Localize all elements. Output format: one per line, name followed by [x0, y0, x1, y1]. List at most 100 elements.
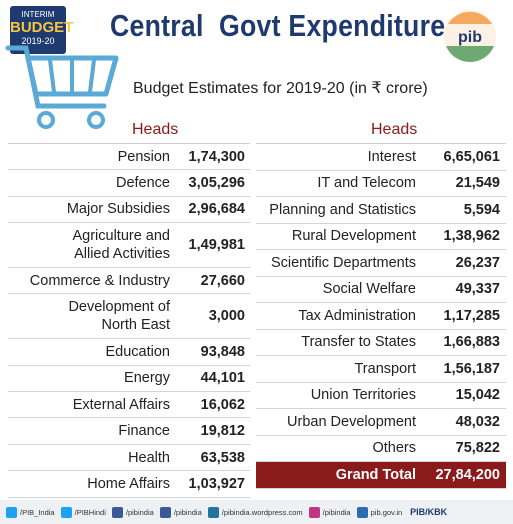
row-label: Transport	[256, 360, 416, 378]
title: Central Govt Expenditure	[110, 8, 446, 43]
label-line: Tax Administration	[298, 307, 416, 324]
row-label: Scientific Departments	[256, 254, 416, 272]
row-amount: 49,337	[455, 281, 500, 298]
row-amount: 19,812	[200, 423, 245, 440]
table-row: Defence 3,05,296	[8, 170, 250, 197]
row-label: Social Welfare	[256, 280, 416, 298]
label-line: External Affairs	[72, 396, 170, 413]
logo-text: pib	[458, 29, 482, 46]
table-row: Urban Development 48,032	[256, 409, 506, 436]
table-row: Education 93,848	[8, 339, 250, 366]
row-amount: 3,000	[208, 308, 245, 325]
footer-item: /pibindia	[308, 506, 351, 518]
footer-icon	[159, 506, 171, 518]
column-header: Heads	[132, 121, 179, 138]
row-amount: 26,237	[455, 254, 500, 271]
footer-icon	[60, 506, 72, 518]
label-line: Interest	[367, 148, 416, 165]
label-line: Allied Activities	[74, 246, 170, 263]
label-line: Pension	[117, 148, 170, 165]
footer-icon	[207, 506, 219, 518]
table-row: IT and Telecom 21,549	[256, 171, 506, 197]
label-line: Health	[128, 449, 170, 466]
footer-item: /pibindia.wordpress.com	[207, 506, 303, 518]
row-amount: 2,96,684	[188, 201, 245, 218]
footer-icon	[356, 506, 368, 518]
table-row: Energy 44,101	[8, 366, 250, 393]
row-amount: 1,03,927	[188, 475, 245, 492]
row-label: Major Subsidies	[8, 200, 170, 218]
total-amount: 27,84,200	[435, 466, 500, 483]
footer-icon	[6, 506, 17, 518]
row-label: Energy	[8, 369, 170, 387]
label-line: Transport	[354, 360, 416, 377]
row-amount: 1,17,285	[443, 307, 500, 324]
table-row: Agriculture and Allied Activities 1,49,981	[8, 223, 250, 269]
footer-handle: /PIB_India	[20, 507, 55, 517]
label-line: Transfer to States	[301, 334, 416, 351]
row-amount: 93,848	[200, 344, 245, 360]
row-amount: 16,062	[200, 396, 245, 413]
table-row: Social Welfare 49,337	[256, 277, 506, 303]
subtitle: Budget Estimates for 2019-20 (in ₹ crore…	[133, 80, 428, 97]
row-amount: 6,65,061	[443, 148, 500, 165]
row-label: IT and Telecom	[256, 174, 416, 192]
table-row: Finance 19,812	[8, 418, 250, 445]
row-amount: 1,74,300	[188, 148, 245, 165]
label-line: Energy	[124, 370, 170, 387]
table-row: Pension 1,74,300	[8, 144, 250, 171]
footer-handle: /pibindia	[173, 507, 202, 517]
footer-icon	[111, 506, 123, 518]
row-amount: 1,66,883	[443, 334, 500, 351]
label-line: Development of	[68, 299, 170, 316]
column-header: Heads	[371, 121, 418, 138]
table-row: Transport 1,56,187	[256, 356, 506, 383]
row-label: Transfer to States	[256, 333, 416, 351]
footer-handle: pib.gov.in	[370, 507, 403, 517]
table-row: External Affairs 16,062	[8, 392, 250, 419]
row-amount: 21,549	[455, 175, 500, 192]
label-line: Education	[105, 344, 171, 360]
label-line: Union Territories	[310, 387, 416, 404]
table-row: Union Territories 15,042	[256, 383, 506, 409]
footer-handle: /pibindia	[322, 507, 351, 517]
footer-item: /pibindia	[159, 506, 202, 518]
row-label: Tax Administration	[256, 307, 416, 325]
label-line: Commerce & Industry	[29, 272, 170, 289]
row-amount: 1,38,962	[443, 228, 500, 245]
footer-handle: /pibindia.wordpress.com	[221, 507, 303, 517]
badge-line: 2019-20	[21, 36, 55, 46]
row-label: External Affairs	[8, 396, 170, 414]
label-line: Planning and Statistics	[269, 201, 416, 218]
label-line: Urban Development	[287, 413, 416, 430]
table-row: Transfer to States 1,66,883	[256, 330, 506, 356]
label-line: Rural Development	[291, 228, 416, 245]
row-label: Development of North East	[8, 298, 170, 334]
right-table: Interest 6,65,061 IT and Telecom 21,549 Plan…	[256, 143, 506, 489]
label-line: Finance	[118, 423, 170, 440]
row-amount: 1,49,981	[188, 237, 245, 254]
footer-credit: PIB/KBK	[410, 507, 448, 517]
row-label: Pension	[8, 148, 170, 166]
row-label: Planning and Statistics	[256, 201, 416, 219]
left-table: Pension 1,74,300 Defence 3,05,296 Major Subs…	[8, 143, 250, 498]
row-label: Union Territories	[256, 386, 416, 404]
row-label: Commerce & Industry	[8, 272, 170, 290]
row-label: Health	[8, 449, 170, 467]
row-label: Home Affairs	[8, 475, 170, 493]
total-row: Grand Total 27,84,200	[256, 462, 506, 489]
table-row: Tax Administration 1,17,285	[256, 303, 506, 330]
row-label: Defence	[8, 174, 170, 192]
row-amount: 75,822	[455, 440, 500, 457]
footer-icon	[308, 506, 320, 518]
label-line: Scientific Departments	[270, 254, 416, 271]
logo: pib	[444, 10, 496, 63]
footer-item: pib.gov.in	[356, 506, 403, 518]
row-label: Agriculture and Allied Activities	[8, 227, 170, 263]
table-row: Interest 6,65,061	[256, 144, 506, 171]
row-label: Finance	[8, 422, 170, 440]
table-row: Planning and Statistics 5,594	[256, 197, 506, 224]
total-label: Grand Total	[335, 466, 416, 483]
row-amount: 1,56,187	[443, 360, 500, 377]
